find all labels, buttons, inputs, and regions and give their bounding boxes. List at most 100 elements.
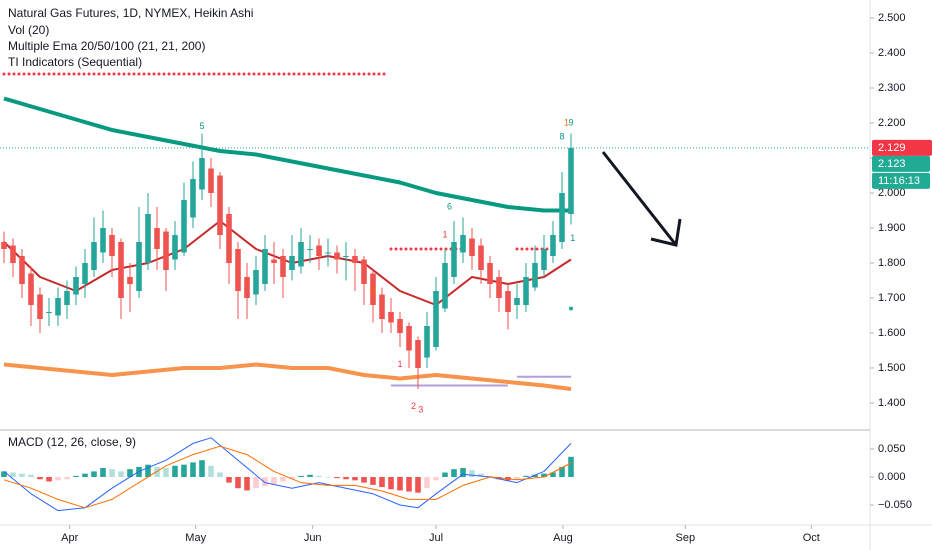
macd-bar [451,469,457,477]
macd-bar [325,476,331,478]
macd-pane [1,437,574,512]
y-tick-label: 1.800 [878,257,906,269]
candle-body [190,179,196,218]
chart-title: Natural Gas Futures, 1D, NYMEX, Heikin A… [8,6,253,20]
macd-bar [487,475,493,477]
candle-body [559,193,565,243]
price-tag [872,172,930,189]
macd-bar [271,476,277,484]
macd-bar [343,476,349,480]
candle-body [460,235,466,253]
macd-bar [334,476,340,479]
candle-body [208,168,214,194]
candle-body [523,277,529,306]
macd-bar [424,476,430,489]
candle-body [442,263,448,309]
y-tick-label: 2.000 [878,187,906,199]
x-tick-label: Apr [61,532,78,544]
macd-bar [316,475,322,477]
x-tick-label: Jun [304,532,322,544]
macd-bar [19,473,25,477]
macd-bar [28,474,34,477]
candle-body [532,263,538,288]
candle-body [397,319,403,334]
macd-bar [109,469,115,477]
sequential-count: 5 [199,121,204,131]
y-tick-label: −0.050 [878,499,912,511]
sequential-count: 8 [559,131,564,141]
macd-bar [307,474,313,477]
candle-body [136,242,142,292]
candle-body [163,231,169,271]
candle-body [91,242,97,271]
y-tick-label: 2.400 [878,47,906,59]
macd-bar [235,476,241,489]
indicator-label: Multiple Ema 20/50/100 (21, 21, 200) [8,39,205,53]
candle-body [424,326,430,358]
macd-bar [280,476,286,482]
candle-body [145,214,151,264]
macd-bar [208,465,214,477]
ema-line [3,362,572,391]
macd-bar [478,473,484,477]
candle-body [541,249,547,271]
candle-body [379,294,385,320]
macd-bar [397,476,403,491]
y-tick-label: 0.000 [878,471,906,483]
x-tick-label: Sep [676,532,696,544]
candle-body [154,228,160,250]
y-tick-label: 1.600 [878,327,906,339]
candle-body [100,228,106,253]
macd-bar [406,476,412,492]
macd-bar [532,474,538,477]
candle-body [361,259,367,285]
macd-bar [523,475,529,477]
candle-body [82,263,88,285]
macd-bar [568,456,574,477]
price-tag [872,139,932,156]
candle-body [262,249,268,285]
macd-bar [82,473,88,477]
macd-bar [442,472,448,477]
sequential-count: 1 [397,359,402,369]
macd-bar [262,476,268,486]
candle-body [37,294,43,320]
macd-line [3,437,572,512]
candle-body [55,298,61,316]
candle-body [469,238,475,257]
price-tag-label: 2.129 [878,142,906,154]
candle-body [370,273,376,306]
candle-body [514,298,520,306]
y-tick-label: 1.500 [878,362,906,374]
indicator-label: TI Indicators (Sequential) [8,55,142,69]
macd-bar [64,476,70,480]
macd-bar [91,471,97,477]
indicator-label: Vol (20) [8,23,49,37]
macd-bar [163,468,169,477]
macd-bar [100,468,106,477]
sequential-count: 6 [447,201,452,211]
macd-bar [253,476,259,489]
macd-bar [37,476,43,480]
candle-body [316,245,322,257]
candle-body [10,245,16,264]
macd-bar [10,472,16,477]
macd-bar [190,462,196,477]
macd-bar [415,476,421,493]
macd-bar [1,471,7,477]
macd-bar [370,476,376,485]
trend-arrow-head [650,218,682,247]
candle-body [334,252,340,260]
candle-body [271,259,277,264]
candle-body [244,277,250,299]
candle-body [226,214,232,264]
candle-body [217,175,223,236]
trend-arrow [601,151,678,246]
macd-bar [541,473,547,477]
candle-body [253,270,259,295]
candle-body [568,147,574,215]
price-tag-label: 2.123 [878,158,906,170]
